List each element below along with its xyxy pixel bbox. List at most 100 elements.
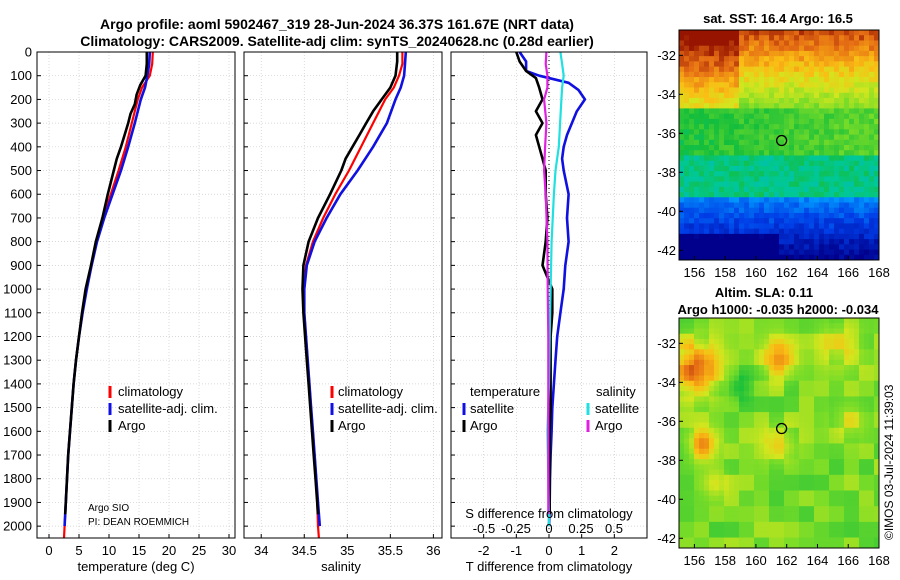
map-cell [819, 218, 825, 224]
map-cell [684, 181, 690, 188]
map-cell [804, 97, 810, 104]
map-cell [709, 412, 715, 418]
map-cell [864, 254, 870, 261]
map-cell [739, 438, 745, 444]
map-cell [784, 218, 790, 224]
map-cell [749, 249, 755, 256]
map-cell [764, 323, 770, 329]
map-cell [729, 150, 735, 156]
map-cell [744, 537, 750, 544]
map-cell [729, 134, 735, 141]
map-cell [849, 318, 855, 324]
map-cell [714, 134, 720, 141]
map-cell [859, 50, 865, 57]
map-cell [854, 459, 860, 465]
map-cell [864, 207, 870, 214]
map-cell [709, 495, 715, 502]
map-cell [744, 139, 750, 146]
map-cell [819, 537, 825, 544]
map-cell [824, 249, 830, 256]
map-cell [699, 244, 705, 250]
map-cell [844, 365, 850, 371]
map-cell [869, 40, 875, 47]
salinity-difference-ticks: -0.5 -0.25 0 0.25 0.5 [473, 521, 623, 536]
map-cell [774, 537, 780, 544]
map-cell [689, 391, 695, 397]
map-cell [744, 66, 750, 73]
map-cell [794, 469, 800, 476]
map-cell [724, 139, 730, 146]
map-cell [859, 527, 865, 533]
map-cell [729, 521, 735, 528]
map-cell [769, 406, 775, 413]
map-cell [809, 380, 815, 387]
map-cell [834, 527, 840, 533]
map-cell [729, 113, 735, 120]
map-cell [734, 349, 740, 355]
map-cell [744, 485, 750, 491]
map-cell [864, 412, 870, 418]
map-cell [679, 97, 685, 104]
map-cell [834, 375, 840, 382]
map-cell [749, 328, 755, 335]
map-cell [724, 527, 730, 533]
map-cell [714, 438, 720, 444]
map-cell [824, 82, 830, 88]
map-cell [684, 249, 690, 256]
map-cell [859, 490, 865, 497]
map-cell [699, 500, 705, 507]
map-cell [744, 77, 750, 83]
map-cell [774, 165, 780, 172]
map-cell [754, 35, 760, 41]
map-cell [724, 45, 730, 52]
map-cell [699, 212, 705, 219]
map-cell [694, 365, 700, 371]
map-cell [784, 453, 790, 460]
map-cell [824, 61, 830, 67]
map-cell [729, 40, 735, 47]
map-cell [829, 333, 835, 340]
map-cell [799, 239, 805, 245]
map-cell [869, 233, 875, 240]
map-cell [809, 56, 815, 62]
map-cell [799, 56, 805, 62]
map-cell [699, 448, 705, 455]
map-cell [824, 139, 830, 146]
map-cell [744, 453, 750, 460]
map-cell [869, 30, 875, 36]
map-cell [784, 380, 790, 387]
map-cell [839, 443, 845, 450]
map-cell [739, 239, 745, 245]
map-cell [774, 338, 780, 345]
map-cell [719, 66, 725, 73]
map-cell [759, 118, 765, 125]
map-cell [829, 427, 835, 434]
map-cell [769, 349, 775, 355]
map-cell [839, 433, 845, 439]
map-cell [699, 385, 705, 392]
map-cell [849, 495, 855, 502]
map-cell [739, 228, 745, 235]
map-cell [734, 35, 740, 41]
map-y-tick-label: -32 [657, 336, 676, 351]
map-cell [764, 516, 770, 523]
map-cell [719, 318, 725, 324]
map-cell [694, 542, 700, 549]
map-cell [719, 134, 725, 141]
map-cell [749, 406, 755, 413]
map-cell [724, 233, 730, 240]
map-cell [789, 459, 795, 465]
map-cell [679, 160, 685, 167]
map-cell [689, 459, 695, 465]
map-cell [829, 254, 835, 261]
map-cell [724, 77, 730, 83]
map-cell [699, 532, 705, 538]
map-cell [839, 228, 845, 235]
map-cell [834, 344, 840, 350]
map-cell [744, 527, 750, 533]
map-cell [779, 134, 785, 141]
map-cell [804, 165, 810, 172]
map-cell [749, 438, 755, 444]
map-cell [834, 506, 840, 512]
map-cell [739, 480, 745, 486]
